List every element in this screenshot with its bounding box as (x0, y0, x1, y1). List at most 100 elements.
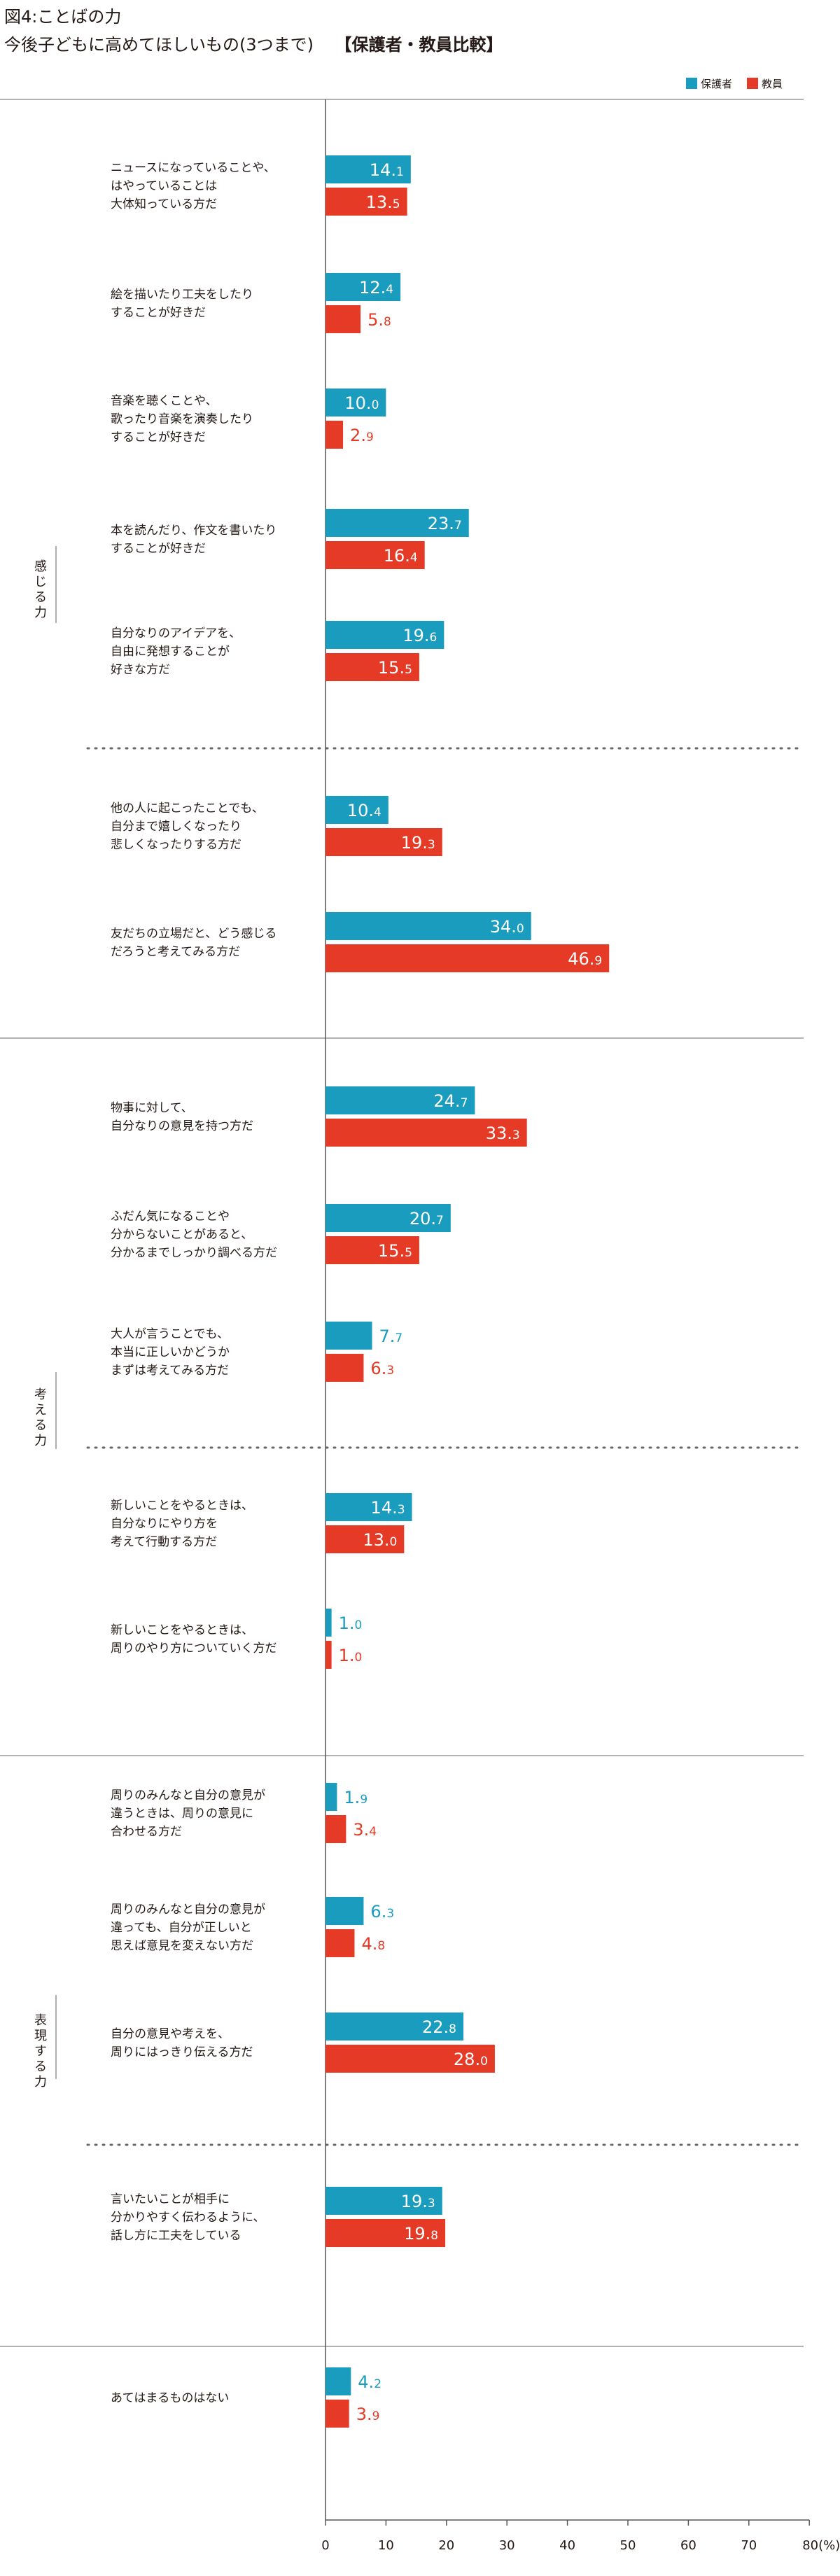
data-label-teacher: 19.3 (401, 833, 435, 853)
data-label-parent: 19.3 (401, 2192, 435, 2211)
group-label-char: 表 (34, 2013, 47, 2028)
category-label: 分からないことがあると、 (111, 1228, 253, 1242)
bar-parent (326, 621, 444, 649)
category-label: ふだん気になることや (111, 1210, 230, 1224)
bar-parent (326, 155, 411, 183)
bar-teacher (326, 541, 425, 569)
group-label-char: る (34, 1418, 47, 1433)
category-label: まずは考えてみる方だ (111, 1364, 229, 1378)
data-label-parent: 34.0 (490, 917, 524, 937)
bar-parent (326, 2012, 463, 2040)
bar-teacher (326, 2045, 495, 2073)
category-label: 歌ったり音楽を演奏したり (111, 412, 253, 426)
category-label: 好きな方だ (111, 663, 170, 677)
bar-teacher (326, 1815, 346, 1843)
x-tick-label: 50 (620, 2538, 636, 2553)
group-label-char: 力 (34, 1434, 47, 1448)
category-label: ニュースになっていることや、 (111, 161, 276, 175)
data-label-parent: 10.0 (344, 393, 379, 413)
bar-teacher (326, 2400, 349, 2428)
x-tick-label: 0 (321, 2538, 329, 2553)
data-label-parent: 20.7 (410, 1209, 444, 1228)
chart-subtitle: 今後子どもに高めてほしいもの(3つまで) 【保護者・教員比較】 (4, 31, 503, 55)
data-label-parent: 7.7 (379, 1326, 403, 1346)
data-label-teacher: 16.4 (384, 546, 418, 566)
group-label-char: 現 (34, 2029, 47, 2043)
bar-teacher (326, 1354, 364, 1382)
bar-parent (326, 1783, 337, 1811)
data-label-teacher: 1.0 (339, 1646, 363, 1665)
category-label: 周りにはっきり伝える方だ (111, 2045, 253, 2059)
data-label-teacher: 4.8 (361, 1934, 385, 1954)
category-label: することが好きだ (111, 306, 206, 320)
bar-teacher (326, 653, 419, 681)
bar-parent (326, 1204, 451, 1232)
category-label: 本を読んだり、作文を書いたり (111, 524, 276, 538)
data-label-teacher: 13.0 (363, 1530, 397, 1550)
data-label-teacher: 13.5 (366, 192, 400, 212)
data-label-parent: 14.1 (370, 160, 404, 180)
legend-swatch-parent (686, 78, 697, 89)
data-label-parent: 14.3 (371, 1498, 405, 1518)
bar-teacher (326, 1929, 355, 1957)
bar-parent (326, 273, 401, 301)
group-label-char: 力 (34, 606, 47, 620)
data-label-teacher: 6.3 (370, 1359, 394, 1378)
data-label-teacher: 3.4 (353, 1820, 377, 1840)
category-label: 悲しくなったりする方だ (111, 838, 241, 852)
data-label-parent: 10.4 (347, 801, 382, 820)
bar-parent (326, 2367, 351, 2395)
category-label: 自分まで嬉しくなったり (111, 820, 241, 834)
group-label-char: 感 (34, 559, 47, 574)
x-tick-label: 70 (741, 2538, 757, 2553)
bar-parent (326, 912, 531, 940)
bar-parent (326, 1322, 372, 1350)
legend-label-parent: 保護者 (701, 78, 732, 90)
x-tick-label: 10 (378, 2538, 394, 2553)
category-label: 話し方に工夫をしている (111, 2229, 241, 2243)
bar-parent (326, 1086, 475, 1114)
bar-teacher (326, 305, 361, 333)
category-label: 新しいことをやるときは、 (111, 1623, 253, 1637)
data-label-teacher: 15.5 (378, 658, 412, 678)
category-label: 合わせる方だ (111, 1825, 182, 1839)
subtitle-bracket: 【保護者・教員比較】 (335, 35, 503, 55)
category-label: 音楽を聴くことや、 (111, 394, 218, 408)
group-label-char: 考 (34, 1387, 47, 1402)
data-label-parent: 4.2 (358, 2372, 382, 2392)
bar-parent (326, 2187, 442, 2215)
x-tick-label: 60 (680, 2538, 696, 2553)
data-label-teacher: 33.3 (486, 1124, 520, 1143)
figure-title: 図4:ことばの力 (4, 7, 122, 27)
bar-parent (326, 1897, 364, 1925)
data-label-teacher: 28.0 (454, 2050, 488, 2069)
group-label-char: る (34, 2059, 47, 2074)
group-label-char: 力 (34, 2075, 47, 2090)
bar-teacher (326, 1525, 405, 1553)
data-label-parent: 23.7 (428, 514, 462, 533)
data-label-parent: 22.8 (422, 2017, 456, 2037)
bar-parent (326, 1493, 412, 1521)
category-label: 他の人に起こったことでも、 (111, 802, 264, 816)
category-label: 周りのやり方についていく方だ (111, 1642, 277, 1656)
category-label: 自分なりのアイデアを、 (111, 626, 241, 640)
category-label: することが好きだ (111, 430, 206, 444)
category-label: 思えば意見を変えない方だ (111, 1939, 253, 1953)
legend-swatch-teacher (747, 78, 758, 89)
bar-teacher (326, 944, 610, 972)
data-label-parent: 6.3 (370, 1902, 394, 1921)
category-label: 分かりやすく伝わるように、 (111, 2211, 265, 2225)
x-tick-label: 80(%) (802, 2538, 840, 2553)
data-label-parent: 12.4 (359, 278, 393, 298)
category-label: 周りのみんなと自分の意見が (111, 1903, 265, 1917)
data-label-teacher: 19.8 (404, 2224, 438, 2244)
category-label: 自分の意見や考えを、 (111, 2027, 230, 2041)
category-label: 大体知っている方だ (111, 197, 217, 211)
group-label-char: す (34, 2044, 47, 2059)
bar-teacher (326, 1641, 332, 1669)
subtitle-text: 今後子どもに高めてほしいもの(3つまで) (4, 35, 314, 55)
bar-teacher (326, 828, 442, 856)
category-label: 大人が言うことでも、 (111, 1327, 229, 1341)
bar-teacher (326, 1119, 527, 1147)
bar-teacher (326, 421, 344, 449)
